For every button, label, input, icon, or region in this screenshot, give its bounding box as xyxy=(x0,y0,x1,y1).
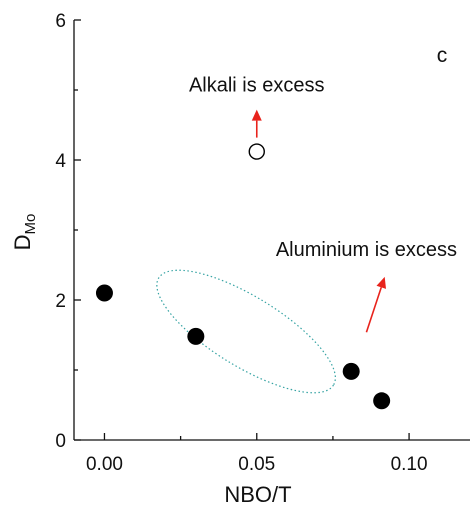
y-tick-label: 0 xyxy=(55,431,66,452)
annotation-label: Alkali is excess xyxy=(189,74,325,96)
data-point-open xyxy=(248,143,265,160)
overlays: Alkali is excess Aluminium is excess xyxy=(156,74,457,394)
grouping-ellipse xyxy=(156,269,336,394)
annotation-arrow-head xyxy=(251,109,262,121)
data-point-filled xyxy=(342,362,360,380)
labels: c NBO/T DMo xyxy=(10,44,447,507)
panel-label: c xyxy=(437,44,448,67)
y-axis-title-main: D xyxy=(10,234,35,250)
annotation-arrow-head xyxy=(376,276,387,289)
y-tick-label: 2 xyxy=(55,291,66,312)
y-tick-label: 6 xyxy=(55,11,66,32)
x-axis-title: NBO/T xyxy=(224,482,291,507)
data-point-filled xyxy=(187,327,205,345)
data-point-filled xyxy=(95,284,113,302)
y-axis-title-sub: Mo xyxy=(22,214,39,235)
y-tick-label: 4 xyxy=(55,151,66,172)
data-point-filled xyxy=(373,392,391,410)
x-tick-label: 0.10 xyxy=(391,454,428,475)
x-tick-label: 0.00 xyxy=(86,454,123,475)
annotation-arrow-shaft xyxy=(365,287,383,333)
data-points xyxy=(95,143,391,410)
ticks: 0 2 4 6 0.00 0.05 0.10 xyxy=(55,11,427,475)
x-tick-label: 0.05 xyxy=(238,454,275,475)
annotation-label: Aluminium is excess xyxy=(276,239,457,261)
y-axis-title: DMo xyxy=(10,214,39,251)
